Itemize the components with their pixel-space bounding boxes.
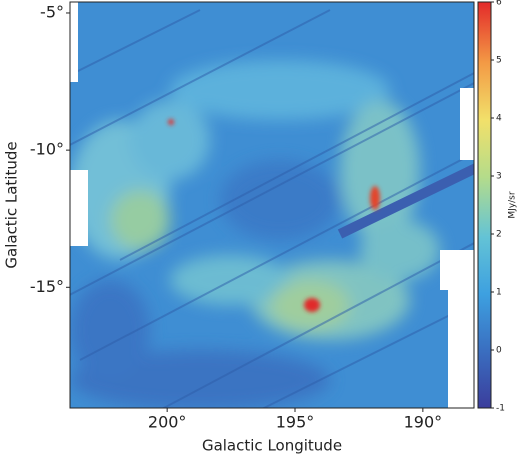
plot-frame (69, 1, 475, 409)
y-tick-label: -10° (30, 140, 64, 159)
x-tick-label: 190° (404, 413, 443, 432)
colorbar-tick-label: -1 (496, 404, 505, 414)
colorbar-tick-label: 3 (496, 172, 502, 182)
x-axis-label: Galactic Longitude (202, 437, 342, 455)
y-tick-label: -5° (40, 2, 64, 21)
colorbar (477, 1, 492, 409)
colorbar-tick-label: 2 (496, 230, 502, 240)
colorbar-label: MJy/sr (508, 191, 518, 218)
colorbar-tick-label: 0 (496, 346, 502, 356)
y-tick-label: -15° (30, 277, 64, 296)
x-tick-label: 195° (276, 413, 315, 432)
y-axis-label: Galactic Latitude (3, 141, 21, 268)
colorbar-tick-label: 5 (496, 56, 502, 66)
colorbar-tick-label: 4 (496, 114, 502, 124)
colorbar-tick-label: 6 (496, 0, 502, 8)
x-tick-label: 200° (148, 413, 187, 432)
sky-map (70, 2, 474, 408)
colorbar-tick-label: 1 (496, 288, 502, 298)
